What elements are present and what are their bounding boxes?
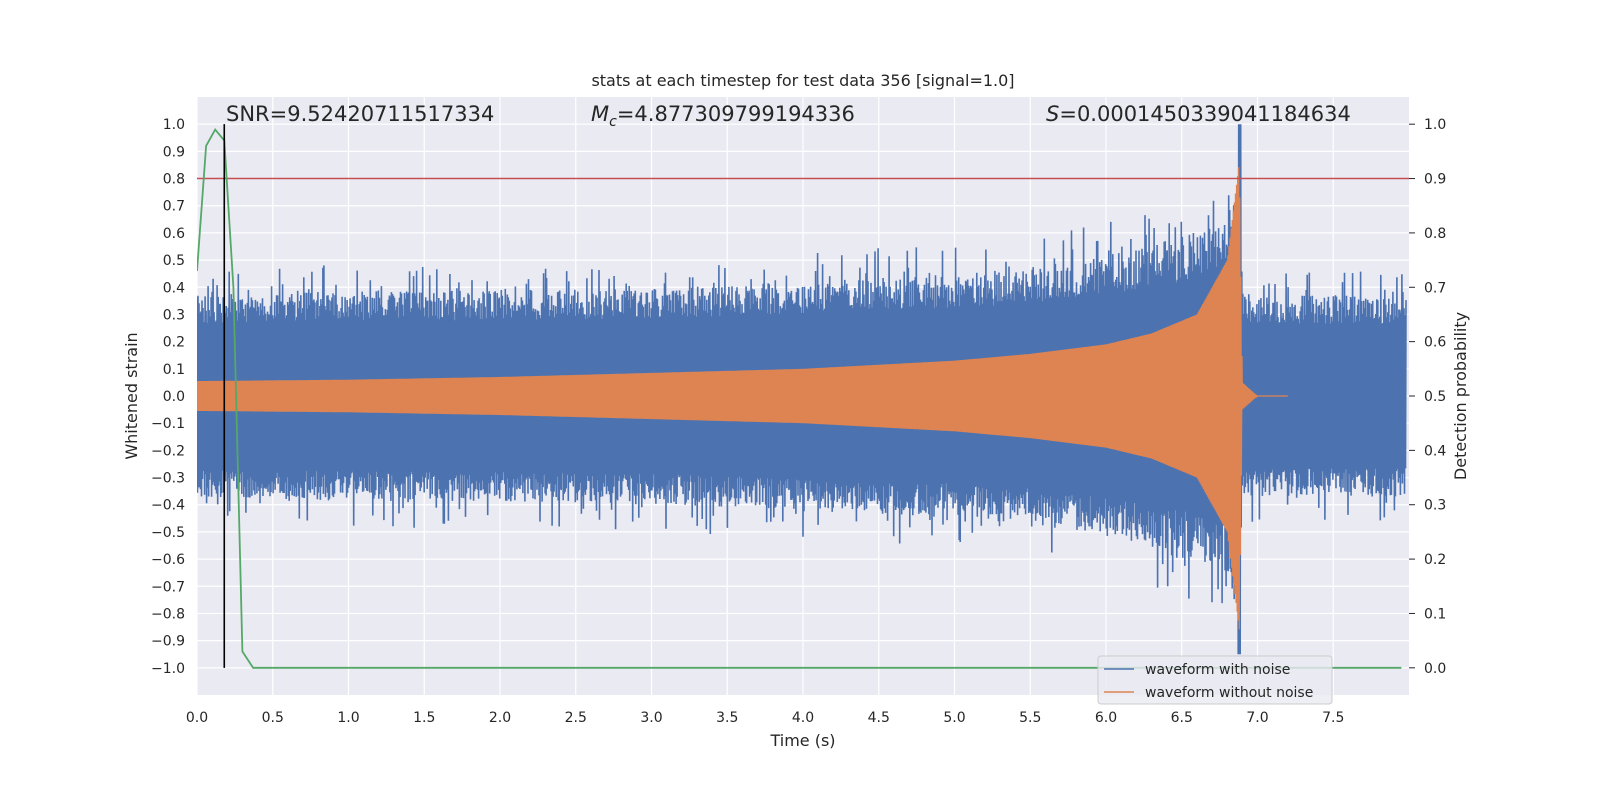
legend-label-noisy: waveform with noise [1145,662,1290,678]
y-tick-label: 0.2 [163,335,185,351]
y-tick-label: −0.7 [151,579,185,595]
chirp-mass-annotation: Mc=4.877309799194336 [591,102,855,130]
y-tick-label: −0.6 [151,552,185,568]
y-tick-label: 0.3 [163,307,185,323]
y-tick-label: 0.1 [163,362,185,378]
y-tick-label: −0.1 [151,416,185,432]
x-tick-label: 0.5 [262,710,284,726]
y-tick-label: 0.8 [163,172,185,188]
x-tick-label: 5.0 [943,710,965,726]
y2-tick-label: 0.8 [1424,226,1446,242]
y-axis-label: Whitened strain [122,332,141,459]
y2-tick-label: 0.1 [1424,606,1446,622]
x-tick-label: 2.5 [565,710,587,726]
y2-tick-label: 0.9 [1424,172,1446,188]
x-tick-label: 7.0 [1246,710,1268,726]
x-tick-label: 5.5 [1019,710,1041,726]
y2-tick-label: 0.0 [1424,661,1446,677]
y-axis-ticks: −1.0 −0.9 −0.8 −0.7 −0.6 −0.5 −0.4 −0.3 −0.2 −0.1… [151,117,185,677]
legend-box [1097,655,1333,705]
y-tick-label: −1.0 [151,661,185,677]
chart-title: stats at each timestep for test data 356… [591,71,1014,90]
y-tick-label: 1.0 [163,117,185,133]
y-tick-label: −0.3 [151,471,185,487]
x-tick-label: 1.0 [337,710,359,726]
s-symbol: S [1046,102,1059,126]
y2-tick-label: 0.5 [1424,389,1446,405]
x-tick-label: 4.5 [868,710,890,726]
x-tick-label: 1.5 [413,710,435,726]
s-annotation: S=0.0001450339041184634 [1046,102,1351,126]
x-tick-label: 2.0 [489,710,511,726]
y-tick-label: 0.9 [163,144,185,160]
x-tick-label: 4.0 [792,710,814,726]
x-tick-label: 0.0 [186,710,208,726]
y-tick-label: 0.7 [163,199,185,215]
legend: waveform with noise waveform without noi… [1097,655,1333,705]
y2-axis-ticks: 0.0 0.1 0.2 0.3 0.4 0.5 0.6 0.7 0.8 0.9 1.0 [1409,117,1446,677]
y-tick-label: −0.8 [151,606,185,622]
y2-tick-label: 0.2 [1424,552,1446,568]
y2-tick-label: 0.6 [1424,335,1446,351]
y-tick-label: 0.5 [163,253,185,269]
x-tick-label: 7.5 [1322,710,1344,726]
y2-axis-label: Detection probability [1451,312,1470,480]
snr-annotation: SNR=9.52420711517334 [226,102,494,126]
y2-tick-label: 0.7 [1424,280,1446,296]
y-tick-label: −0.5 [151,525,185,541]
x-axis-ticks: 0.0 0.5 1.0 1.5 2.0 2.5 3.0 3.5 4.0 4.5 5.0 5.5 6.0 6… [186,710,1345,726]
chirp-mass-symbol: M [591,102,609,126]
waveform-with-noise-line [197,124,1407,655]
x-tick-label: 3.5 [716,710,738,726]
detection-probability-line [197,128,1402,669]
chirp-mass-subscript: c [609,114,617,130]
chirp-mass-value: =4.877309799194336 [617,102,855,126]
y-tick-label: 0.6 [163,226,185,242]
x-tick-label: 3.0 [640,710,662,726]
y2-tick-label: 1.0 [1424,117,1446,133]
y-tick-label: 0.4 [163,280,185,296]
x-tick-label: 6.5 [1171,710,1193,726]
legend-label-clean: waveform without noise [1145,685,1313,701]
x-axis-label: Time (s) [769,731,835,750]
x-tick-label: 6.0 [1095,710,1117,726]
y2-tick-label: 0.4 [1424,443,1446,459]
s-value: =0.0001450339041184634 [1059,102,1351,126]
y-tick-label: −0.4 [151,498,185,514]
y-tick-label: 0.0 [163,389,185,405]
waveform-without-noise-line [197,167,1288,630]
y-tick-label: −0.9 [151,634,185,650]
y2-tick-label: 0.3 [1424,498,1446,514]
y-tick-label: −0.2 [151,443,185,459]
